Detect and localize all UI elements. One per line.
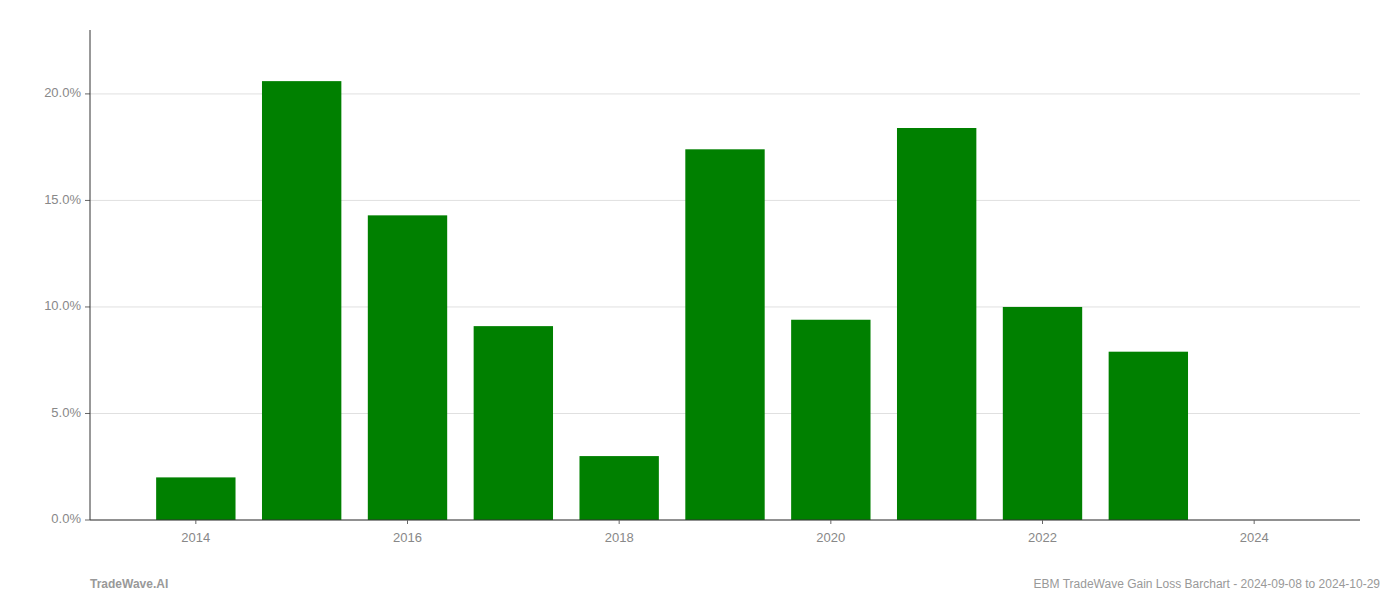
- grid-line: [90, 520, 1360, 521]
- y-axis-line: [90, 30, 91, 520]
- x-tick-label: 2018: [605, 530, 634, 545]
- bar: [474, 326, 553, 520]
- bar: [791, 320, 870, 520]
- chart: 0.0%5.0%10.0%15.0%20.0%20142016201820202…: [0, 0, 1400, 600]
- footer-text: EBM TradeWave Gain Loss Barchart - 2024-…: [1034, 577, 1381, 591]
- background: [0, 0, 1400, 600]
- x-tick: [619, 520, 620, 524]
- footer: TradeWave.AI EBM TradeWave Gain Loss Barc…: [90, 577, 1380, 591]
- bar: [897, 128, 976, 520]
- y-tick-label: 5.0%: [51, 405, 81, 420]
- footer-text: TradeWave.AI: [90, 577, 168, 591]
- bar: [262, 81, 341, 520]
- y-tick-label: 15.0%: [44, 192, 81, 207]
- bar: [1003, 307, 1082, 520]
- x-tick-label: 2020: [816, 530, 845, 545]
- x-tick: [407, 520, 408, 524]
- x-tick: [830, 520, 831, 524]
- bar: [368, 215, 447, 520]
- y-tick-label: 0.0%: [51, 511, 81, 526]
- bar: [685, 149, 764, 520]
- x-tick-label: 2024: [1240, 530, 1269, 545]
- y-tick-label: 10.0%: [44, 298, 81, 313]
- y-axis: 0.0% 5.0% 10.0% 15.0% 20.0%: [44, 30, 90, 526]
- y-tick: [85, 413, 90, 414]
- y-tick: [85, 306, 90, 307]
- x-tick: [1254, 520, 1255, 524]
- x-axis: 2014 2016 2018 2020 2022 2024: [90, 520, 1360, 545]
- y-tick: [85, 93, 90, 94]
- x-tick-label: 2016: [393, 530, 422, 545]
- x-tick-label: 2022: [1028, 530, 1057, 545]
- x-axis-line: [90, 520, 1360, 521]
- bars: [156, 81, 1188, 520]
- x-tick: [1042, 520, 1043, 524]
- bar: [579, 456, 658, 520]
- bar: [156, 477, 235, 520]
- x-tick: [195, 520, 196, 524]
- bar: [1109, 352, 1188, 520]
- y-tick-label: 20.0%: [44, 85, 81, 100]
- x-tick-label: 2014: [181, 530, 210, 545]
- y-tick: [85, 520, 90, 521]
- chart-container: 0.0%5.0%10.0%15.0%20.0%20142016201820202…: [0, 0, 1400, 600]
- y-tick: [85, 200, 90, 201]
